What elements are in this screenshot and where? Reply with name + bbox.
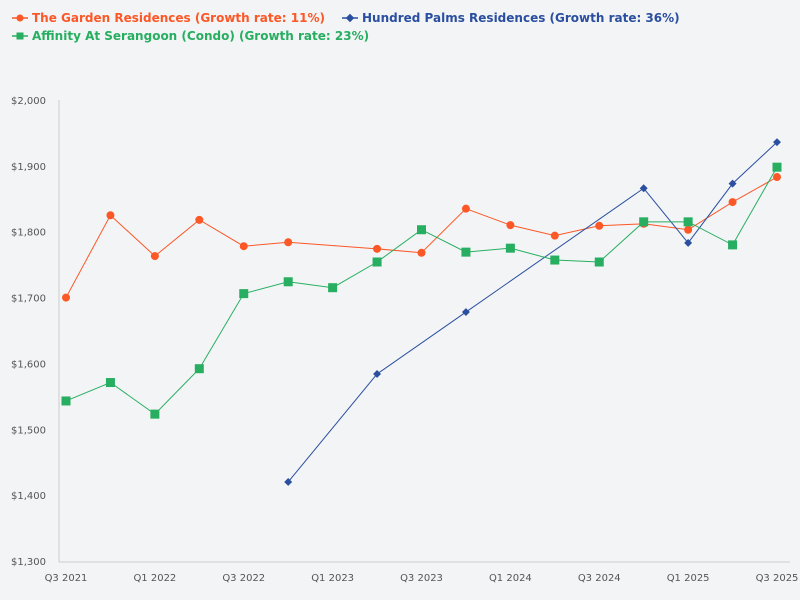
data-point[interactable]	[283, 277, 293, 287]
data-point[interactable]	[773, 138, 781, 147]
data-point[interactable]	[461, 247, 471, 257]
data-point[interactable]	[284, 238, 293, 247]
data-point[interactable]	[373, 244, 382, 253]
data-point[interactable]	[773, 173, 781, 182]
data-point[interactable]	[594, 257, 604, 267]
data-point[interactable]	[417, 248, 426, 257]
series-line	[65, 166, 778, 415]
data-point[interactable]	[684, 238, 693, 247]
y-tick-label: $2,000	[11, 96, 46, 107]
data-point[interactable]	[461, 204, 470, 213]
x-ticks: Q3 2021 Q1 2022 Q3 2022 Q1 2023 Q3 2023 Q1 20…	[45, 573, 799, 584]
y-tick-label: $1,600	[11, 359, 46, 370]
series-line	[65, 176, 778, 298]
data-point[interactable]	[150, 409, 160, 419]
x-tick-label: Q3 2024	[578, 573, 621, 584]
data-point[interactable]	[683, 217, 693, 227]
y-tick-label: $1,400	[11, 491, 46, 502]
data-point[interactable]	[195, 215, 204, 224]
data-point[interactable]	[772, 162, 782, 172]
data-point[interactable]	[684, 225, 693, 234]
data-point[interactable]	[194, 364, 204, 374]
data-point[interactable]	[505, 243, 515, 253]
y-ticks: $2,000 $1,900 $1,800 $1,700 $1,600 $1,500 $1,4…	[11, 96, 46, 568]
data-point[interactable]	[595, 221, 604, 230]
data-point[interactable]	[284, 478, 293, 486]
data-point[interactable]	[372, 257, 382, 267]
y-tick-label: $1,800	[11, 228, 46, 239]
data-point[interactable]	[61, 396, 71, 406]
series-1	[284, 138, 781, 486]
data-point[interactable]	[62, 293, 70, 302]
series-0	[62, 173, 781, 302]
legend: The Garden Residences (Growth rate: 11%)…	[12, 11, 680, 43]
legend-item-hundred-palms[interactable]: Hundred Palms Residences (Growth rate: 3…	[342, 11, 680, 25]
x-tick-label: Q1 2022	[133, 573, 176, 584]
y-tick-label: $1,900	[11, 162, 46, 173]
data-point[interactable]	[373, 370, 382, 378]
data-point[interactable]	[105, 378, 115, 388]
x-tick-label: Q1 2025	[667, 573, 710, 584]
data-point[interactable]	[239, 242, 248, 251]
diamond-marker-icon	[345, 13, 355, 23]
data-point[interactable]	[728, 198, 737, 207]
data-point[interactable]	[239, 289, 249, 299]
data-point[interactable]	[550, 231, 559, 240]
data-point[interactable]	[728, 240, 738, 250]
x-tick-label: Q3 2023	[400, 573, 443, 584]
data-point[interactable]	[328, 283, 338, 293]
y-tick-label: $1,300	[11, 557, 46, 568]
legend-item-affinity[interactable]: Affinity At Serangoon (Condo) (Growth ra…	[12, 29, 369, 43]
x-tick-label: Q1 2023	[311, 573, 354, 584]
y-tick-label: $1,700	[11, 294, 46, 305]
data-point[interactable]	[106, 211, 115, 220]
series-line	[287, 141, 778, 483]
x-tick-label: Q1 2024	[489, 573, 532, 584]
legend-label: Affinity At Serangoon (Condo) (Growth ra…	[32, 29, 369, 43]
data-point[interactable]	[550, 255, 560, 265]
x-tick-label: Q3 2021	[45, 573, 88, 584]
data-point[interactable]	[150, 252, 159, 261]
legend-label: Hundred Palms Residences (Growth rate: 3…	[362, 11, 680, 25]
y-tick-label: $1,500	[11, 425, 46, 436]
circle-marker-icon	[16, 14, 24, 22]
data-point[interactable]	[461, 308, 470, 317]
x-tick-label: Q3 2022	[222, 573, 265, 584]
legend-label: The Garden Residences (Growth rate: 11%)	[32, 11, 325, 25]
data-point[interactable]	[506, 221, 515, 230]
data-point[interactable]	[639, 217, 649, 227]
x-tick-label: Q3 2025	[756, 573, 799, 584]
square-marker-icon	[16, 32, 24, 40]
series-2	[61, 162, 782, 419]
legend-item-garden[interactable]: The Garden Residences (Growth rate: 11%)	[12, 11, 325, 25]
plot-area	[61, 138, 782, 486]
data-point[interactable]	[417, 225, 426, 235]
